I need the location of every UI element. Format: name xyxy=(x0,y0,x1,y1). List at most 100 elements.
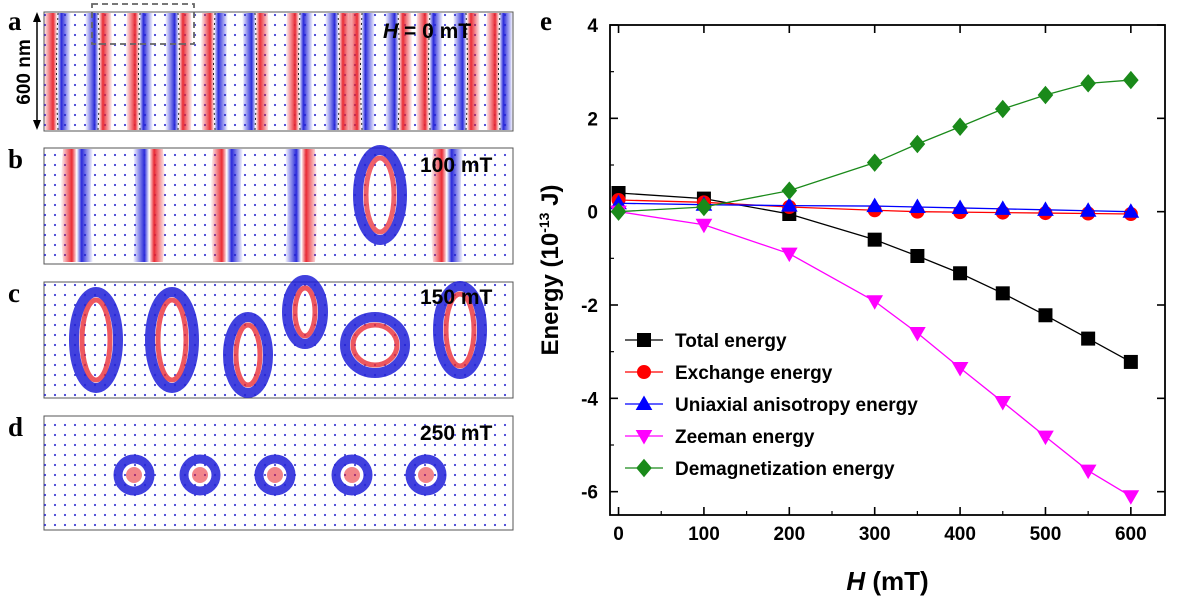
domain-stripe xyxy=(125,12,153,131)
chart-axes: 0 100 200 300 400 500 600 -6 -4 -2 0 2 4 xyxy=(581,16,1166,545)
data-point-demagnetization-energy xyxy=(610,202,627,221)
domain-bubble xyxy=(340,312,410,378)
legend-marker xyxy=(637,333,651,347)
data-point-uniaxial-anisotropy-energy xyxy=(994,200,1012,215)
domain-stripe xyxy=(60,149,93,262)
data-point-zeeman-energy xyxy=(909,326,926,342)
legend-label: Total energy xyxy=(675,331,787,352)
data-point-total-energy xyxy=(1081,331,1096,346)
data-point-demagnetization-energy xyxy=(994,99,1011,119)
panel-c: c 150 mT xyxy=(8,275,514,399)
x-tick-label: 300 xyxy=(859,524,891,545)
panel-b-field-label: 100 mT xyxy=(420,154,493,177)
x-tick-label: 0 xyxy=(613,524,624,545)
legend-marker xyxy=(635,395,653,411)
x-tick-label: 200 xyxy=(773,524,805,545)
panel-a: a H = 0 mT 600 nm xyxy=(8,3,514,132)
x-tick-label: 500 xyxy=(1030,524,1062,545)
y-tick-label: -2 xyxy=(581,296,598,317)
panel-c-field-label: 150 mT xyxy=(420,286,493,309)
data-point-demagnetization-energy xyxy=(909,134,926,154)
data-point-demagnetization-energy xyxy=(1080,74,1096,93)
domain-stripe xyxy=(430,149,463,262)
data-point-uniaxial-anisotropy-energy xyxy=(780,197,798,212)
legend-label: Exchange energy xyxy=(675,363,833,384)
domain-bubble xyxy=(69,287,123,393)
legend-marker xyxy=(636,458,652,478)
panel-a-letter: a xyxy=(8,6,22,36)
scale-bar-label: 600 nm xyxy=(14,39,35,104)
skyrmion xyxy=(179,454,221,496)
y-tick-label: 4 xyxy=(587,16,598,37)
series-line-total-energy xyxy=(618,192,1132,363)
domain-stripe xyxy=(347,12,375,131)
data-point-total-energy xyxy=(910,249,925,263)
domain-stripe xyxy=(415,12,443,131)
data-point-total-energy xyxy=(1123,354,1138,369)
legend-marker xyxy=(637,365,651,379)
legend-entry-uniaxial-anisotropy-energy: Uniaxial anisotropy energy xyxy=(625,395,918,416)
domain-stripe xyxy=(165,12,193,131)
chart-legend: Total energy Exchange energy Uniaxial anis… xyxy=(625,331,918,480)
chart-series xyxy=(610,70,1140,505)
data-point-zeeman-energy xyxy=(951,361,969,377)
panel-a-field-symbol: H xyxy=(383,20,399,43)
domain-stripe xyxy=(485,12,513,131)
y-tick-label: 0 xyxy=(587,203,598,224)
x-tick-label: 100 xyxy=(688,524,720,545)
legend-label: Uniaxial anisotropy energy xyxy=(675,395,918,416)
domain-bubble xyxy=(145,287,199,393)
series-line-uniaxial-anisotropy-energy xyxy=(618,202,1131,213)
data-point-demagnetization-energy xyxy=(1037,85,1054,105)
scale-bar: 600 nm xyxy=(14,12,41,130)
y-axis-title: Energy (10-13 J) xyxy=(536,185,564,356)
panel-b-domains xyxy=(60,145,463,262)
data-point-uniaxial-anisotropy-energy xyxy=(1122,203,1140,218)
panel-d-field-label: 250 mT xyxy=(420,422,493,445)
data-point-uniaxial-anisotropy-energy xyxy=(951,199,969,214)
domain-bubble xyxy=(223,312,273,398)
data-point-demagnetization-energy xyxy=(866,153,883,172)
legend-entry-demagnetization-energy: Demagnetization energy xyxy=(625,458,895,480)
domain-bubble xyxy=(433,281,487,379)
data-point-total-energy xyxy=(953,266,968,281)
panel-d-domains xyxy=(113,454,447,496)
data-point-demagnetization-energy xyxy=(952,117,968,136)
panel-b: b 100 mT xyxy=(8,144,514,265)
legend-label: Demagnetization energy xyxy=(675,459,895,480)
panel-b-letter: b xyxy=(8,144,23,174)
x-axis-title-unit: (mT) xyxy=(865,566,929,596)
data-point-total-energy xyxy=(1038,308,1053,323)
y-axis-title-exponent: -13 xyxy=(536,212,552,232)
panel-a-field-label: H = 0 mT xyxy=(383,20,471,43)
domain-stripe xyxy=(133,149,166,262)
data-point-zeeman-energy xyxy=(1037,430,1054,446)
panel-e-letter: e xyxy=(540,6,552,36)
data-point-zeeman-energy xyxy=(695,218,713,234)
domain-stripe xyxy=(325,12,353,131)
data-point-demagnetization-energy xyxy=(696,197,712,217)
legend-label: Zeeman energy xyxy=(675,427,815,448)
legend-entry-zeeman-energy: Zeeman energy xyxy=(625,427,815,448)
y-axis-title-prefix: Energy (10 xyxy=(537,233,564,356)
domain-stripe xyxy=(453,12,481,131)
y-tick-label: -6 xyxy=(581,483,598,504)
data-point-zeeman-energy xyxy=(1122,490,1140,505)
domain-stripe xyxy=(285,12,313,131)
domain-stripe xyxy=(285,149,318,262)
panel-c-letter: c xyxy=(8,278,20,308)
data-point-demagnetization-energy xyxy=(1123,70,1139,90)
skyrmion xyxy=(331,454,373,496)
data-point-uniaxial-anisotropy-energy xyxy=(1079,202,1097,217)
domain-stripe xyxy=(242,12,270,131)
data-point-zeeman-energy xyxy=(1079,464,1097,480)
x-tick-label: 400 xyxy=(944,524,976,545)
panel-a-field-value: = 0 mT xyxy=(398,20,471,43)
y-axis-title-suffix: J) xyxy=(537,185,564,213)
data-point-demagnetization-energy xyxy=(781,181,798,200)
x-axis-title: H (mT) xyxy=(846,566,928,596)
legend-entry-total-energy: Total energy xyxy=(625,331,787,352)
series-line-zeeman-energy xyxy=(618,211,1132,497)
